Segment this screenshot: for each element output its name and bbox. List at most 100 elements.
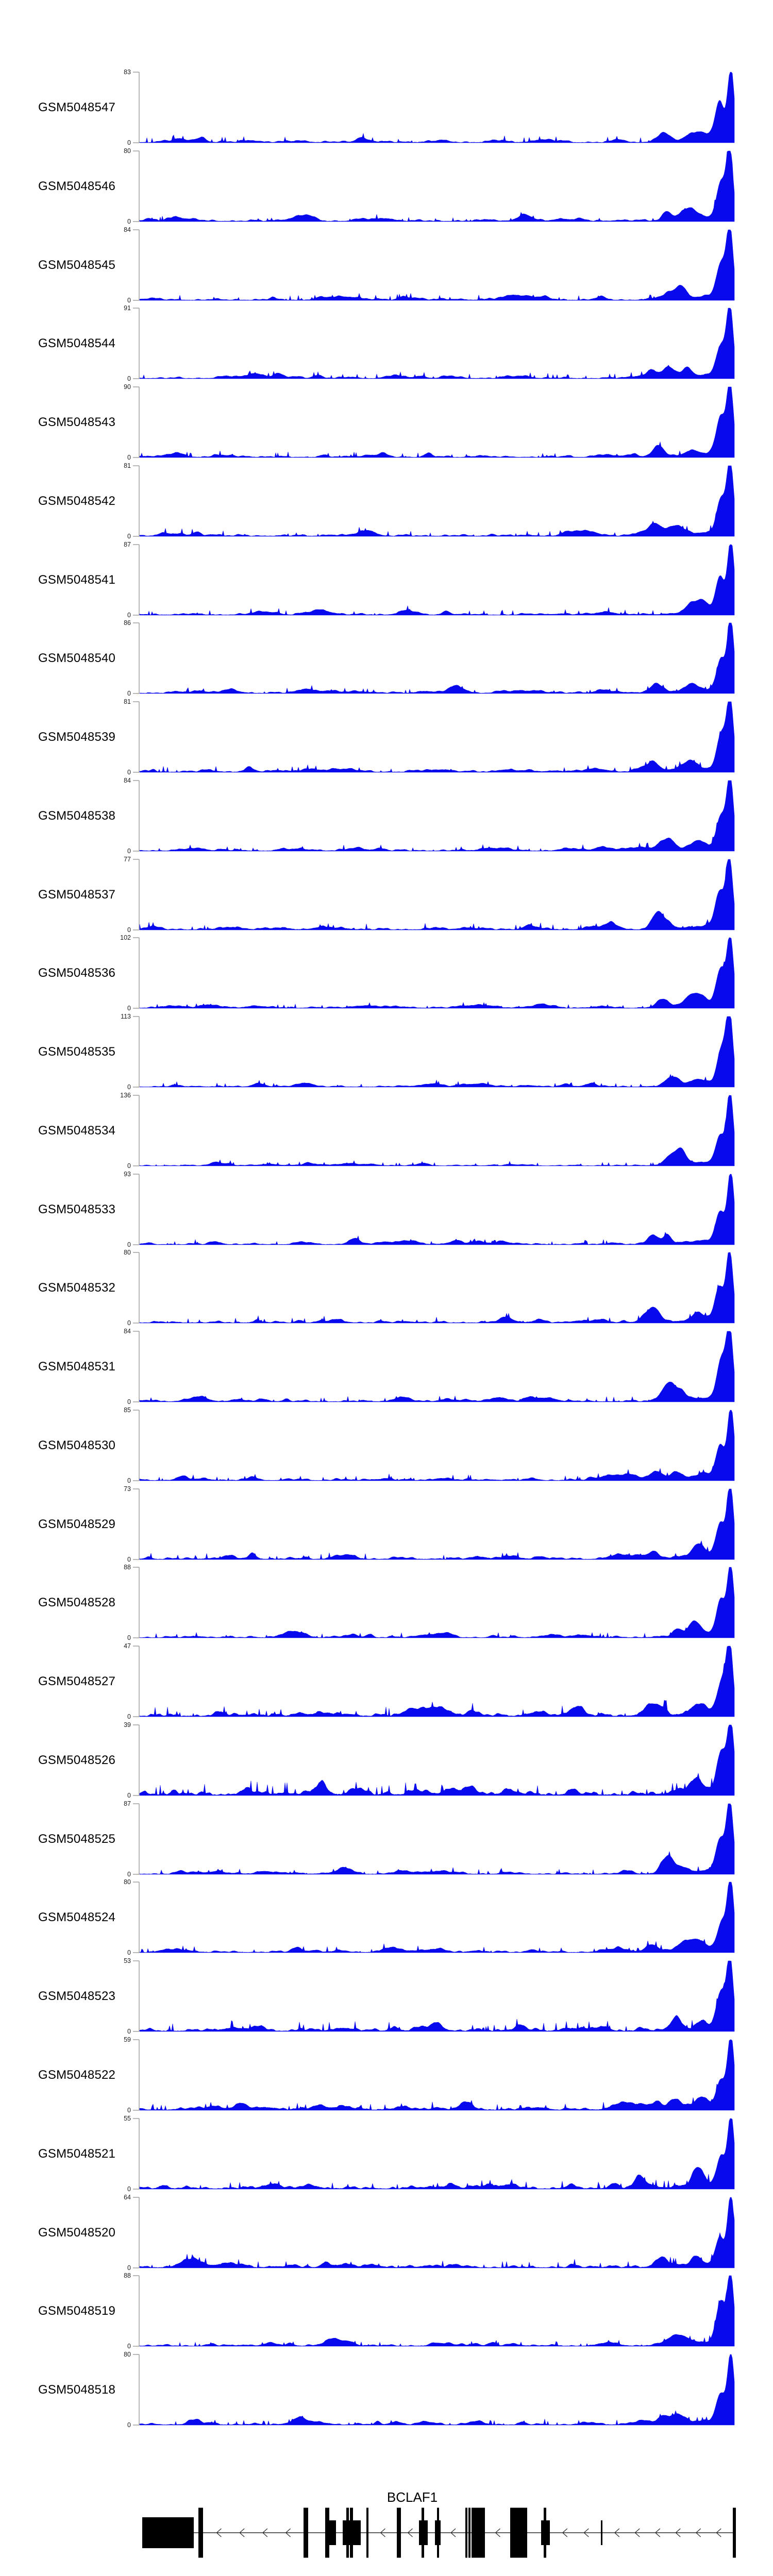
strand-arrow-left-icon bbox=[216, 2528, 222, 2537]
gene-exon bbox=[437, 2507, 439, 2558]
sample-label: GSM5048528 bbox=[38, 1595, 116, 1609]
gene-exon bbox=[422, 2507, 424, 2558]
y-axis-zero-label: 0 bbox=[127, 690, 131, 697]
y-axis-max-label: 87 bbox=[124, 541, 131, 548]
coverage-signal-plot bbox=[133, 150, 735, 222]
gene-exon bbox=[465, 2507, 467, 2558]
y-axis-zero-label: 0 bbox=[127, 1949, 131, 1956]
strand-arrow-left-icon bbox=[716, 2528, 721, 2537]
gene-exon bbox=[325, 2507, 329, 2558]
gene-name-label: BCLAF1 bbox=[386, 2489, 438, 2505]
coverage-signal-area bbox=[139, 859, 735, 930]
sample-label: GSM5048540 bbox=[38, 651, 116, 665]
coverage-signal-plot bbox=[133, 622, 735, 694]
sample-label: GSM5048519 bbox=[38, 2303, 116, 2318]
sample-track: GSM5048537 77 0 bbox=[0, 854, 773, 934]
strand-arrow-left-icon bbox=[285, 2528, 291, 2537]
y-axis-zero-label: 0 bbox=[127, 218, 131, 225]
coverage-signal-area bbox=[139, 1488, 735, 1560]
sample-track: GSM5048540 86 0 bbox=[0, 618, 773, 697]
coverage-signal-plot bbox=[133, 780, 735, 852]
strand-arrow-left-icon bbox=[380, 2528, 385, 2537]
coverage-signal-plot bbox=[133, 1803, 735, 1875]
y-axis-max-label: 102 bbox=[120, 934, 131, 941]
y-axis-max-label: 84 bbox=[124, 226, 131, 233]
y-axis-max-label: 55 bbox=[124, 2115, 131, 2122]
y-axis-max-label: 39 bbox=[124, 1721, 131, 1728]
coverage-signal-plot bbox=[133, 2354, 735, 2426]
sample-label: GSM5048538 bbox=[38, 808, 116, 823]
y-axis-zero-label: 0 bbox=[127, 2185, 131, 2193]
strand-arrow-left-icon bbox=[634, 2528, 640, 2537]
strand-arrow-left-icon bbox=[495, 2528, 500, 2537]
sample-track: GSM5048543 90 0 bbox=[0, 382, 773, 461]
sample-track: GSM5048528 88 0 bbox=[0, 1562, 773, 1641]
y-axis-zero-label: 0 bbox=[127, 1634, 131, 1641]
sample-track: GSM5048530 85 0 bbox=[0, 1405, 773, 1484]
coverage-signal-area bbox=[139, 2118, 735, 2190]
y-axis-zero-label: 0 bbox=[127, 1241, 131, 1248]
coverage-signal-plot bbox=[133, 937, 735, 1009]
coverage-signal-area bbox=[139, 229, 735, 301]
sample-track: GSM5048529 73 0 bbox=[0, 1484, 773, 1563]
strand-arrow-left-icon bbox=[695, 2528, 701, 2537]
gene-exon bbox=[468, 2507, 470, 2558]
sample-track: GSM5048539 81 0 bbox=[0, 697, 773, 776]
coverage-signal-area bbox=[139, 544, 735, 616]
sample-label: GSM5048521 bbox=[38, 2146, 116, 2161]
coverage-signal-plot bbox=[133, 1567, 735, 1638]
coverage-signal-area bbox=[139, 622, 735, 694]
y-axis-max-label: 86 bbox=[124, 619, 131, 626]
y-axis-max-label: 136 bbox=[120, 1092, 131, 1099]
sample-label: GSM5048541 bbox=[38, 572, 116, 587]
y-axis-max-label: 83 bbox=[124, 69, 131, 76]
y-axis-zero-label: 0 bbox=[127, 769, 131, 776]
coverage-signal-plot bbox=[133, 1488, 735, 1560]
sample-label: GSM5048539 bbox=[38, 730, 116, 744]
coverage-signal-plot bbox=[133, 2118, 735, 2190]
coverage-signal-plot bbox=[133, 1095, 735, 1166]
coverage-signal-area bbox=[139, 386, 735, 458]
coverage-signal-area bbox=[139, 1252, 735, 1324]
y-axis-zero-label: 0 bbox=[127, 1083, 131, 1091]
coverage-signal-plot bbox=[133, 465, 735, 537]
strand-arrow-left-icon bbox=[654, 2528, 661, 2537]
sample-track: GSM5048532 80 0 bbox=[0, 1247, 773, 1327]
sample-label: GSM5048542 bbox=[38, 494, 116, 508]
y-axis-zero-label: 0 bbox=[127, 1319, 131, 1327]
y-axis-max-label: 81 bbox=[124, 462, 131, 469]
y-axis-zero-label: 0 bbox=[127, 1792, 131, 1799]
sample-track: GSM5048518 80 0 bbox=[0, 2349, 773, 2429]
coverage-signal-area bbox=[139, 937, 735, 1009]
coverage-signal-plot bbox=[133, 308, 735, 379]
strand-arrow-left-icon bbox=[562, 2528, 568, 2537]
coverage-signal-area bbox=[139, 780, 735, 852]
coverage-signal-area bbox=[139, 2197, 735, 2268]
coverage-signal-area bbox=[139, 1882, 735, 1953]
sample-label: GSM5048525 bbox=[38, 1832, 116, 1846]
sample-track: GSM5048523 53 0 bbox=[0, 1956, 773, 2035]
sample-track: GSM5048525 87 0 bbox=[0, 1799, 773, 1878]
coverage-signal-area bbox=[139, 1803, 735, 1875]
y-axis-zero-label: 0 bbox=[127, 926, 131, 934]
y-axis-max-label: 73 bbox=[124, 1485, 131, 1493]
y-axis-max-label: 113 bbox=[121, 1013, 131, 1020]
sample-label: GSM5048526 bbox=[38, 1753, 116, 1767]
coverage-signal-area bbox=[139, 1724, 735, 1796]
y-axis-max-label: 77 bbox=[124, 856, 131, 863]
sample-label: GSM5048545 bbox=[38, 258, 116, 272]
y-axis-max-label: 64 bbox=[124, 2194, 131, 2201]
coverage-signal-area bbox=[139, 1174, 735, 1245]
sample-track: GSM5048542 81 0 bbox=[0, 461, 773, 540]
coverage-signal-area bbox=[139, 465, 735, 537]
coverage-signal-plot bbox=[133, 1016, 735, 1088]
y-axis-zero-label: 0 bbox=[127, 2028, 131, 2035]
coverage-signal-area bbox=[139, 1646, 735, 1717]
sample-track: GSM5048527 47 0 bbox=[0, 1641, 773, 1720]
sample-track: GSM5048547 83 0 bbox=[0, 67, 773, 146]
sample-label: GSM5048522 bbox=[38, 2067, 116, 2082]
coverage-signal-area bbox=[139, 2354, 735, 2426]
coverage-signal-area bbox=[139, 308, 735, 379]
y-axis-zero-label: 0 bbox=[127, 2343, 131, 2350]
